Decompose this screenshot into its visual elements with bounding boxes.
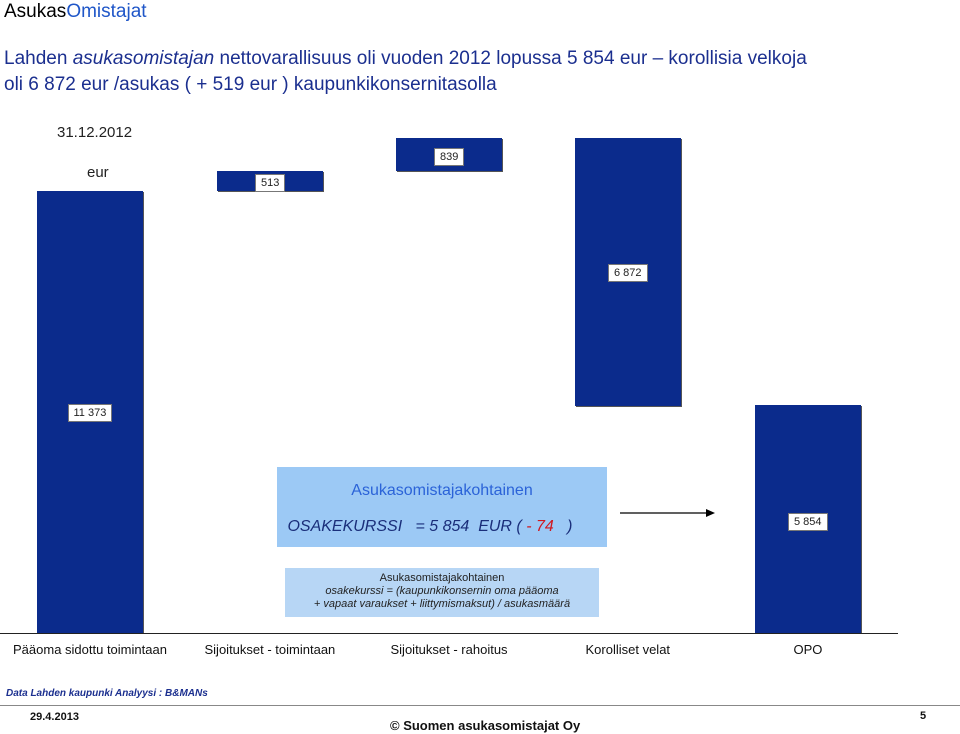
title-seg1: Lahden (4, 48, 73, 69)
brand-part1: Asukas (4, 1, 67, 22)
formula-eq-suffix: ) (553, 518, 573, 535)
arrow-icon (620, 509, 715, 517)
explanation-line2: osakekurssi = (kaupunkikonsernin oma pää… (325, 585, 559, 597)
formula-equation: OSAKEKURSSI = 5 854 EUR ( - 74 ) (283, 518, 603, 536)
explanation-line3: + vapaat varaukset + liittymismaksut) / … (313, 598, 571, 610)
data-label-p-oma-sidottu-toimintaan: 11 373 (67, 404, 113, 422)
data-label-sijoitukset-toimintaan: 513 (255, 174, 286, 192)
brand-logo: AsukasOmistajat (4, 1, 147, 23)
category-label-opo: OPO (793, 642, 823, 657)
title-seg4: – korollisia velkoja (647, 48, 807, 69)
source-text: Data Lahden kaupunki (6, 688, 113, 699)
category-label-sijoitukset-toimintaan: Sijoitukset - toimintaan (204, 642, 336, 657)
explanation-line1: Asukasomistajakohtainen (379, 572, 505, 584)
data-label-sijoitukset-rahoitus: 839 (434, 148, 465, 166)
chart-unit-label: eur (87, 164, 109, 181)
title-seg2: asukasomistajan (72, 48, 215, 69)
footer-date: 29.4.2013 (30, 711, 79, 723)
chart-date-label: 31.12.2012 (57, 124, 133, 141)
category-label-p-oma-sidottu-toimintaan: Pääoma sidottu toimintaan (13, 642, 167, 657)
slide-title: Lahden asukasomistajan nettovarallisuus … (4, 46, 807, 98)
explanation-box (285, 568, 599, 617)
formula-eq-prefix: OSAKEKURSSI = 5 854 EUR ( (283, 518, 527, 535)
data-label-korolliset-velat: 6 872 (608, 264, 648, 282)
formula-title: Asukasomistajakohtainen (351, 482, 533, 499)
formula-box (277, 467, 607, 547)
brand-part2: Omistajat (66, 1, 147, 22)
chart-baseline (0, 633, 898, 634)
analysis-text: Analyysi : B&MANs (115, 688, 208, 699)
page-number: 5 (920, 710, 927, 722)
title-seg3: nettovarallisuus oli vuoden 2012 lopussa… (214, 48, 648, 69)
category-label-sijoitukset-rahoitus: Sijoitukset - rahoitus (390, 642, 508, 657)
category-label-korolliset-velat: Korolliset velat (585, 642, 671, 657)
footer-divider (0, 705, 960, 706)
title-line2: oli 6 872 eur /asukas ( + 519 eur ) kaup… (4, 74, 497, 95)
data-label-opo: 5 854 (788, 513, 828, 531)
formula-eq-change: - 74 (526, 518, 554, 535)
copyright-text: © Suomen asukasomistajat Oy (390, 718, 581, 733)
